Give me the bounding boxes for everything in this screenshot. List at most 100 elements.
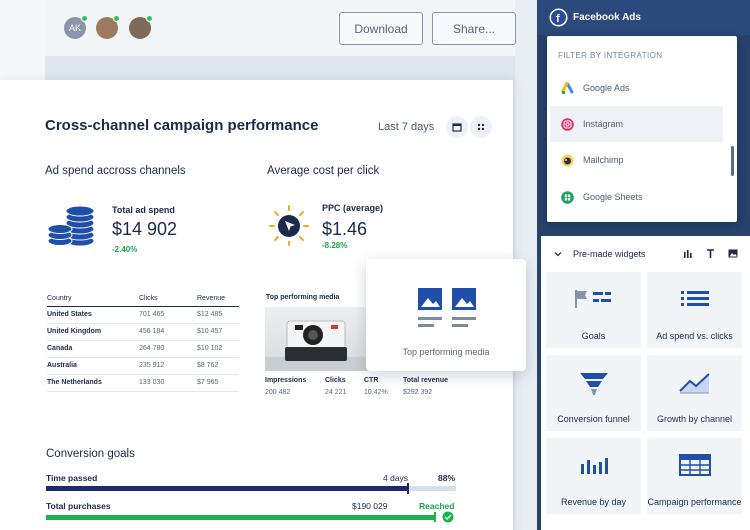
funnel-icon [579, 373, 608, 395]
widget-label: Ad spend vs. clicks [656, 331, 733, 341]
time-passed-label: Time passed [46, 473, 98, 483]
download-button[interactable]: Download [339, 12, 423, 45]
widget-tile-growth-by-channel[interactable]: Growth by channel [647, 355, 742, 431]
clicks-cell: 701 465 [139, 306, 197, 324]
widget-tile-goals[interactable]: Goals [546, 272, 641, 348]
purchases-progress [46, 515, 436, 520]
share-button[interactable]: Share... [432, 12, 516, 45]
top-media-title: Top performing media [266, 294, 340, 301]
dragged-widget-card[interactable]: Top performing media [366, 259, 526, 371]
revenue-cell: $8 762 [197, 357, 239, 375]
column-header: Country [47, 293, 139, 307]
integration-header[interactable] [537, 0, 750, 35]
google-ads-icon [561, 82, 574, 95]
left-margin [0, 0, 45, 80]
widget-tile-campaign-performance[interactable]: Campaign performance [647, 438, 742, 514]
total-ad-spend-value: $14 902 [112, 219, 178, 239]
table-row: United States 701 465 $12 485 [47, 306, 239, 324]
widget-tile-conversion-funnel[interactable]: Conversion funnel [546, 355, 641, 431]
revenue-cell: $10 457 [197, 323, 239, 341]
country-cell: Australia [47, 357, 139, 375]
camera-photo [265, 320, 383, 371]
instagram-icon [561, 118, 574, 131]
media-stat-label: CTR [364, 377, 379, 384]
text-icon[interactable] [706, 249, 715, 258]
mailchimp-icon [561, 154, 574, 167]
progress-marker [406, 483, 409, 494]
check-circle-icon [442, 511, 454, 523]
widget-label: Goals [581, 331, 606, 341]
time-passed-percent: 88% [438, 473, 456, 483]
widget-tile-ad-spend-vs-clicks[interactable]: Ad spend vs. clicks [647, 272, 742, 348]
revenue-cell: $7 965 [197, 374, 239, 392]
integration-item-google-ads[interactable]: Google Ads [550, 70, 723, 106]
table-icon [678, 454, 711, 476]
image-icon[interactable] [728, 249, 738, 258]
integration-title: Facebook Ads [573, 12, 641, 23]
dropdown-scrollbar[interactable] [731, 146, 734, 176]
time-passed-progress [46, 486, 407, 491]
avatar[interactable] [96, 15, 120, 39]
total-ad-spend-change: -2.40% [112, 245, 138, 254]
integration-label: Mailchimp [583, 155, 624, 165]
widget-label: Campaign performance [647, 497, 742, 507]
ppc-change: -8.28% [322, 241, 348, 250]
more-options-button[interactable] [470, 116, 492, 138]
widgets-title: Pre-made widgets [573, 249, 646, 259]
time-passed-track [46, 486, 456, 491]
country-cell: The Netherlands [47, 374, 139, 392]
media-stat-label: Impressions [265, 377, 307, 384]
widget-label: Conversion funnel [557, 414, 630, 424]
integration-item-mailchimp[interactable]: Mailchimp [550, 142, 723, 178]
chevron-down-icon[interactable] [554, 250, 562, 258]
widget-tile-revenue-by-day[interactable]: Revenue by day [546, 438, 641, 514]
clicks-cell: 235 912 [139, 357, 197, 375]
ad-spend-heading: Ad spend accross channels [45, 165, 186, 177]
media-stat-value: $292 392 [403, 389, 433, 396]
media-stat-value: 200 482 [265, 389, 291, 396]
calendar-icon [452, 123, 462, 132]
widget-label: Growth by channel [656, 414, 733, 424]
reached-status: Reached [419, 501, 455, 511]
table-row: Australia 235 912 $8 762 [47, 357, 239, 375]
integration-item-instagram[interactable]: Instagram [550, 106, 723, 142]
list-icon [680, 291, 709, 306]
integration-item-google-sheets[interactable]: Google Sheets [550, 179, 723, 215]
column-header: Clicks [139, 293, 197, 307]
avatar[interactable] [129, 15, 153, 39]
coins-stack-icon [47, 205, 95, 247]
country-cell: United States [47, 306, 139, 324]
revenue-cell: $12 485 [197, 306, 239, 324]
area-chart-icon [678, 373, 710, 394]
table-header-row: Country Clicks Revenue [47, 293, 239, 307]
integration-label: Google Sheets [583, 192, 643, 202]
dots-grid-icon [477, 123, 485, 131]
table-row: Canada 264 780 $10 102 [47, 340, 239, 358]
integration-label: Google Ads [583, 83, 630, 93]
integration-label: Instagram [583, 119, 624, 129]
revenue-cell: $10 102 [197, 340, 239, 358]
avatar[interactable]: AK [64, 15, 88, 39]
svg-text:f: f [556, 13, 560, 25]
media-image [265, 307, 383, 371]
conversion-goals-heading: Conversion goals [46, 448, 135, 460]
clicks-cell: 133 030 [139, 374, 197, 392]
table-row: The Netherlands 133 030 $7 965 [47, 374, 239, 392]
calendar-button[interactable] [446, 116, 468, 138]
column-header: Revenue [197, 293, 239, 307]
online-status-dot [146, 15, 153, 22]
country-table: Country Clicks Revenue United States 701… [47, 293, 239, 392]
dragged-widget-label: Top performing media [402, 347, 490, 357]
page-title: Cross-channel campaign performance [45, 117, 319, 134]
avatar-initials: AK [68, 23, 81, 33]
bar-chart-icon[interactable] [683, 249, 692, 258]
media-stat-value: 10,42% [364, 389, 388, 396]
date-range[interactable]: Last 7 days [378, 121, 435, 133]
google-sheets-icon [561, 191, 574, 204]
widget-label: Revenue by day [560, 497, 627, 507]
clicks-cell: 264 780 [139, 340, 197, 358]
media-stat-value: 24 221 [325, 389, 347, 396]
country-cell: Canada [47, 340, 139, 358]
cpc-heading: Average cost per click [267, 165, 380, 177]
media-stat-label: Clicks [325, 377, 346, 384]
